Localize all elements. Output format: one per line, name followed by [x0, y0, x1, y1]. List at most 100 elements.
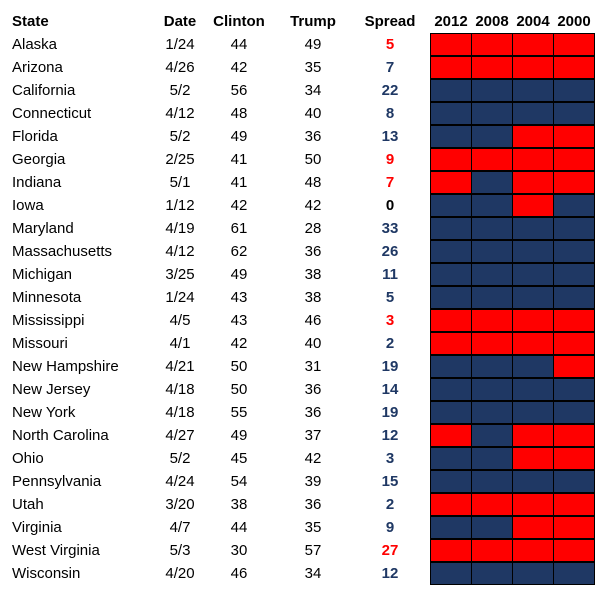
history-cell-2004: [512, 424, 554, 447]
history-cell-2012: [430, 79, 472, 102]
table-row: North Carolina 4/27 49 37 12: [0, 424, 600, 447]
spread-cell: 15: [381, 473, 399, 490]
date-cell: 2/25: [165, 151, 195, 168]
history-cell-2000: [553, 447, 595, 470]
history-cell-2000: [553, 148, 595, 171]
history-cell-2004: [512, 79, 554, 102]
trump-cell: 31: [304, 358, 322, 375]
clinton-cell: 44: [230, 519, 248, 536]
table-row: Maryland 4/19 61 28 33: [0, 217, 600, 240]
clinton-cell: 41: [230, 174, 248, 191]
history-cell-2012: [430, 309, 472, 332]
history-cell-2008: [471, 355, 513, 378]
state-cell: Massachusetts: [12, 243, 113, 260]
history-cell-2012: [430, 102, 472, 125]
date-cell: 5/2: [169, 450, 191, 467]
clinton-cell: 43: [230, 289, 248, 306]
clinton-cell: 55: [230, 404, 248, 421]
trump-cell: 36: [304, 404, 322, 421]
clinton-cell: 62: [230, 243, 248, 260]
clinton-cell: 56: [230, 82, 248, 99]
table-row: Alaska 1/24 44 49 5: [0, 33, 600, 56]
history-cell-2008: [471, 286, 513, 309]
history-cell-2004: [512, 470, 554, 493]
date-cell: 4/20: [165, 565, 195, 582]
state-cell: Indiana: [12, 174, 62, 191]
history-cell-2008: [471, 33, 513, 56]
history-cell-2012: [430, 539, 472, 562]
history-cell-2012: [430, 171, 472, 194]
trump-cell: 38: [304, 266, 322, 283]
clinton-cell: 48: [230, 105, 248, 122]
trump-cell: 36: [304, 128, 322, 145]
history-cell-2000: [553, 125, 595, 148]
history-cell-2004: [512, 194, 554, 217]
spread-cell: 19: [381, 404, 399, 421]
state-cell: North Carolina: [12, 427, 109, 444]
state-cell: Alaska: [12, 36, 58, 53]
history-cell-2012: [430, 240, 472, 263]
spread-cell: 26: [381, 243, 399, 260]
trump-cell: 34: [304, 82, 322, 99]
trump-cell: 42: [304, 197, 322, 214]
date-cell: 3/25: [165, 266, 195, 283]
history-cell-2000: [553, 102, 595, 125]
table-row: California 5/2 56 34 22: [0, 79, 600, 102]
history-cell-2012: [430, 493, 472, 516]
table-row: New York 4/18 55 36 19: [0, 401, 600, 424]
state-cell: New Hampshire: [12, 358, 119, 375]
date-cell: 1/24: [165, 36, 195, 53]
clinton-cell: 49: [230, 266, 248, 283]
history-cell-2004: [512, 125, 554, 148]
trump-cell: 50: [304, 151, 322, 168]
history-cell-2004: [512, 33, 554, 56]
trump-cell: 42: [304, 450, 322, 467]
clinton-cell: 41: [230, 151, 248, 168]
spread-cell: 11: [382, 266, 398, 283]
history-cell-2000: [553, 516, 595, 539]
state-cell: Virginia: [12, 519, 62, 536]
history-cell-2012: [430, 516, 472, 539]
history-cell-2008: [471, 562, 513, 585]
history-cell-2000: [553, 240, 595, 263]
spread-cell: 8: [385, 105, 395, 122]
header-trump: Trump: [290, 13, 336, 30]
trump-cell: 39: [304, 473, 322, 490]
clinton-cell: 49: [230, 427, 248, 444]
state-cell: Iowa: [12, 197, 44, 214]
trump-cell: 46: [304, 312, 322, 329]
history-cell-2000: [553, 33, 595, 56]
state-cell: Connecticut: [12, 105, 92, 122]
date-cell: 4/21: [165, 358, 195, 375]
history-cell-2008: [471, 102, 513, 125]
date-cell: 4/18: [165, 404, 195, 421]
table-row: Connecticut 4/12 48 40 8: [0, 102, 600, 125]
clinton-cell: 50: [230, 381, 248, 398]
table-row: New Hampshire 4/21 50 31 19: [0, 355, 600, 378]
clinton-cell: 44: [230, 36, 248, 53]
history-cell-2004: [512, 447, 554, 470]
state-cell: Minnesota: [12, 289, 82, 306]
spread-cell: 27: [381, 542, 399, 559]
date-cell: 5/2: [169, 82, 191, 99]
clinton-cell: 38: [230, 496, 248, 513]
date-cell: 4/5: [169, 312, 191, 329]
date-cell: 4/19: [165, 220, 195, 237]
history-cell-2008: [471, 378, 513, 401]
history-cell-2008: [471, 493, 513, 516]
history-cell-2012: [430, 401, 472, 424]
history-cell-2004: [512, 539, 554, 562]
history-cell-2008: [471, 148, 513, 171]
state-cell: Missouri: [12, 335, 68, 352]
history-cell-2000: [553, 470, 595, 493]
state-cell: Michigan: [12, 266, 73, 283]
table-row: Michigan 3/25 49 38 11: [0, 263, 600, 286]
trump-cell: 35: [304, 59, 322, 76]
trump-cell: 40: [304, 335, 322, 352]
state-cell: Maryland: [12, 220, 74, 237]
history-cell-2000: [553, 263, 595, 286]
spread-cell: 2: [385, 335, 395, 352]
history-cell-2008: [471, 470, 513, 493]
trump-cell: 36: [304, 243, 322, 260]
